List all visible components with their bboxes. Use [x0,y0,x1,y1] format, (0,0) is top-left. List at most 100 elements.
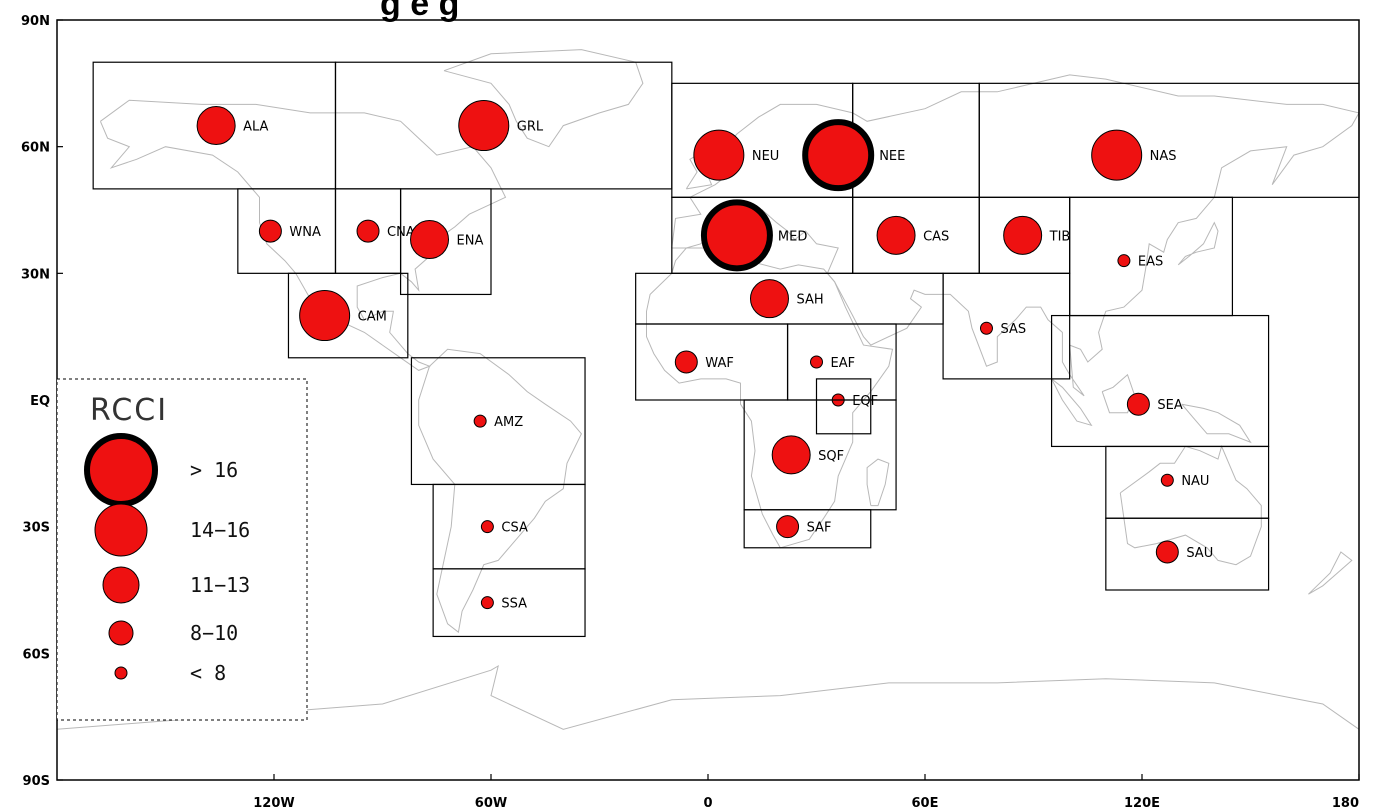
region-label: SAU [1186,546,1213,561]
region-box [852,82,980,198]
region-box [399,188,492,296]
region-amz: AMZ [410,357,586,486]
region-dot [776,515,800,539]
coastline-layer [56,49,1360,730]
region-label: GRL [517,120,544,135]
region-dot [458,100,510,152]
region-box [287,272,409,359]
region-dot [749,279,789,319]
lon-tick-label: 0 [703,796,712,811]
region-label: SEA [1157,398,1182,413]
region-saf: SAF [743,509,872,549]
coastline-2 [443,49,644,148]
lon-tick-label: 60W [475,796,507,811]
region-dot [1117,254,1131,268]
region-label: ENA [457,234,484,249]
legend-dot [114,666,128,680]
region-cam: CAM [287,272,409,359]
region-dot [356,219,380,243]
region-dot [299,290,351,342]
region-waf: WAF [635,323,789,401]
region-label: SAH [796,293,823,308]
legend: RCCI > 16 14−16 11−13 8−10 < 8 [56,378,308,721]
region-dot [410,220,450,260]
region-label: SAS [1000,322,1026,337]
region-wna: WNA [237,188,337,274]
region-label: EQF [852,394,878,409]
region-sea: SEA [1050,314,1270,448]
region-dot [1160,473,1174,487]
region-label: ALA [243,120,268,135]
region-box [942,272,1071,380]
region-ala: ALA [92,61,337,190]
lat-tick-label: 90N [21,14,50,29]
region-cna: CNA [334,188,415,274]
coastline-12 [866,458,890,507]
region-dot [258,219,282,243]
region-dot [196,106,236,146]
region-dot [771,435,811,475]
legend-title: RCCI [90,393,168,428]
region-box [635,272,944,325]
lon-tick-label: 120W [253,796,294,811]
region-cas: CAS [852,196,980,274]
legend-label: > 16 [190,458,238,482]
region-ssa: SSA [432,568,586,638]
region-box [743,509,872,549]
legend-dot [108,620,134,646]
region-csa: CSA [432,483,586,570]
coastline-14 [1308,551,1353,595]
region-dot [1155,540,1179,564]
region-eaf: EAF [786,323,897,401]
legend-dot [94,503,148,557]
coastline-7 [56,664,1360,730]
coastline-11 [1177,221,1219,266]
region-label: SQF [818,449,844,464]
region-label: CAM [358,310,387,325]
region-dot [1126,392,1150,416]
region-box [1105,517,1270,591]
region-sah: SAH [635,272,944,325]
region-dot [876,215,916,255]
axis-layer: 90N 60N 30N EQ 30S 60S 90S 120W 60W 0 60E 120E 180 [21,14,1360,811]
region-box [432,568,586,638]
region-label: CAS [923,229,949,244]
region-tib: TIB [978,196,1071,274]
region-label: NAS [1150,149,1177,164]
region-dot [693,129,745,181]
region-label: TIB [1049,229,1071,244]
region-dot [802,119,875,192]
region-dot [810,355,823,369]
legend-dot [84,433,158,507]
lat-tick-label: 30S [23,521,50,536]
lat-tick-label: 30N [21,267,50,282]
lon-tick-label: 120E [1124,796,1160,811]
region-label: WAF [705,356,734,371]
coastline-4 [671,74,1360,397]
region-med: MED [671,196,854,274]
lon-tick-label: 60E [912,796,939,811]
region-label: NAU [1181,474,1209,489]
region-dot [480,520,494,534]
region-ena: ENA [399,188,492,296]
lat-tick-label: EQ [30,394,50,409]
region-dot [979,321,993,335]
legend-label: 11−13 [190,573,250,597]
legend-box [56,378,308,721]
region-label: AMZ [494,415,523,430]
map-title: g e g [380,0,459,23]
legend-label: 14−16 [190,518,250,542]
region-eas: EAS [1069,196,1234,317]
lat-tick-label: 90S [23,774,50,789]
coastline-3 [418,348,582,634]
region-grl: GRL [334,61,673,190]
region-label: CSA [501,521,528,536]
region-nee: NEE [802,82,980,198]
region-label: SAF [807,521,832,536]
lat-tick-label: 60N [21,141,50,156]
region-box [1050,314,1270,448]
region-label: SSA [501,597,527,612]
coastline-8 [1051,378,1093,427]
region-sqf: SQF [743,399,897,511]
region-dot [480,596,494,610]
